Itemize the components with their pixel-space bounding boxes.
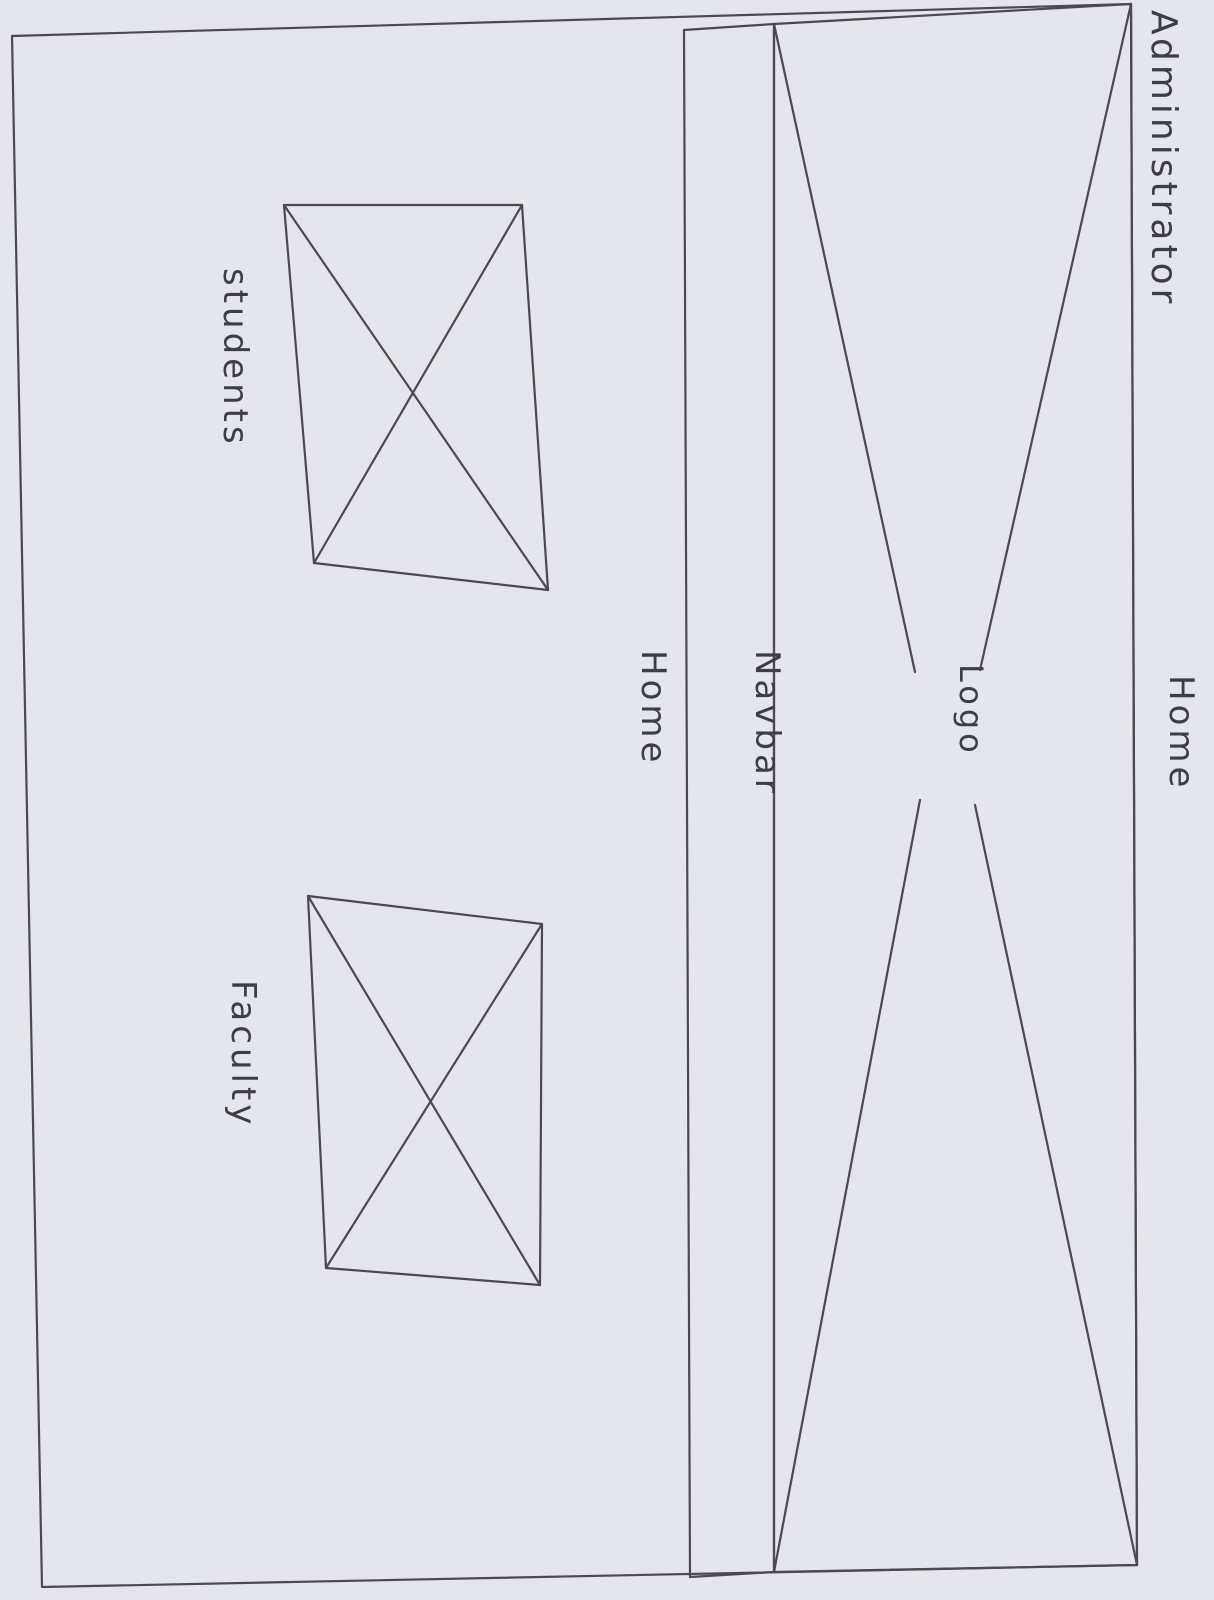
logo-label: Logo xyxy=(952,664,990,757)
page-label: Home xyxy=(1161,675,1201,791)
students-image-cross xyxy=(282,203,550,592)
nav-item-home[interactable]: Home xyxy=(633,650,673,766)
logo-placeholder-image xyxy=(772,2,1139,1574)
students-card-label: students xyxy=(215,268,255,448)
faculty-image-cross xyxy=(324,922,544,1270)
logo-cross-line xyxy=(772,22,917,674)
faculty-card[interactable] xyxy=(306,894,544,1287)
logo-cross-line xyxy=(973,803,1139,1567)
faculty-card-label: Faculty xyxy=(223,980,263,1128)
logo-cross-line xyxy=(772,798,922,1574)
faculty-image-cross xyxy=(306,894,542,1287)
navbar-frame xyxy=(682,22,776,1579)
page-frame xyxy=(10,2,1139,1589)
students-card[interactable] xyxy=(282,203,550,592)
navbar-label: Navbar xyxy=(747,650,787,797)
role-label: Administrator xyxy=(1143,10,1184,307)
logo-banner-frame xyxy=(772,2,1139,1574)
students-image-cross xyxy=(312,203,524,565)
logo-cross-line xyxy=(978,2,1133,672)
